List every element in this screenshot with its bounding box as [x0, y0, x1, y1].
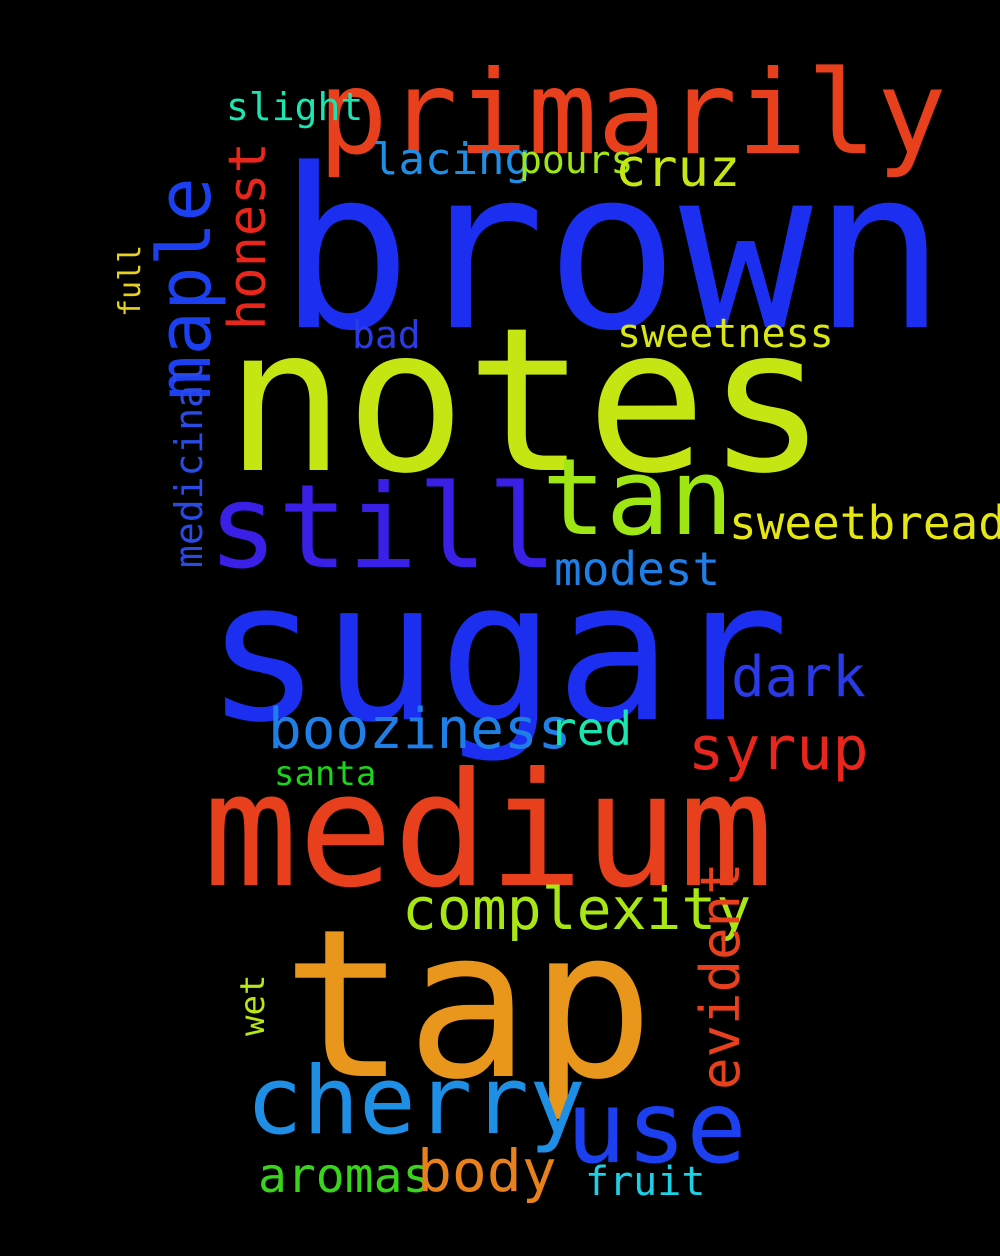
word-still: still	[208, 460, 558, 595]
word-aromas: wet	[233, 974, 273, 1036]
word-slight: cruz	[615, 139, 741, 199]
word-cruz: pours	[519, 138, 634, 182]
word-bad: slight	[226, 85, 364, 129]
word-fruit: aromas	[258, 1148, 432, 1204]
word-wet: body	[417, 1137, 557, 1205]
word-red: dark	[731, 645, 866, 710]
word-booziness: modest	[554, 542, 721, 596]
word-medicinal: santa	[274, 754, 377, 794]
word-body: evident	[689, 862, 752, 1090]
word-modest: medicinal	[167, 362, 211, 568]
word-tap: tap	[282, 885, 655, 1125]
word-complexity: complexity	[402, 875, 752, 943]
word-syrup: booziness	[268, 697, 572, 762]
word-sugar: sugar	[205, 539, 789, 765]
word-tan: tan	[542, 436, 734, 559]
word-brown: brown	[278, 122, 947, 380]
word-dark: sweetbread	[729, 496, 1000, 550]
word-maple: cherry	[246, 1047, 586, 1156]
word-use: use	[566, 1069, 747, 1186]
word-notes: notes	[225, 285, 828, 518]
word-pours: lacing	[372, 134, 531, 185]
word-honest: bad	[352, 313, 421, 357]
word-medium: medium	[203, 739, 774, 923]
word-full: syrup	[688, 714, 869, 784]
word-lacing: honest	[218, 142, 278, 330]
word-sweetness: full	[113, 244, 148, 317]
word-primarily: primarily	[318, 46, 947, 181]
word-santa: red	[549, 702, 633, 756]
word-sweetbread: sweetness	[617, 311, 834, 357]
word-evident: fruit	[585, 1159, 706, 1205]
